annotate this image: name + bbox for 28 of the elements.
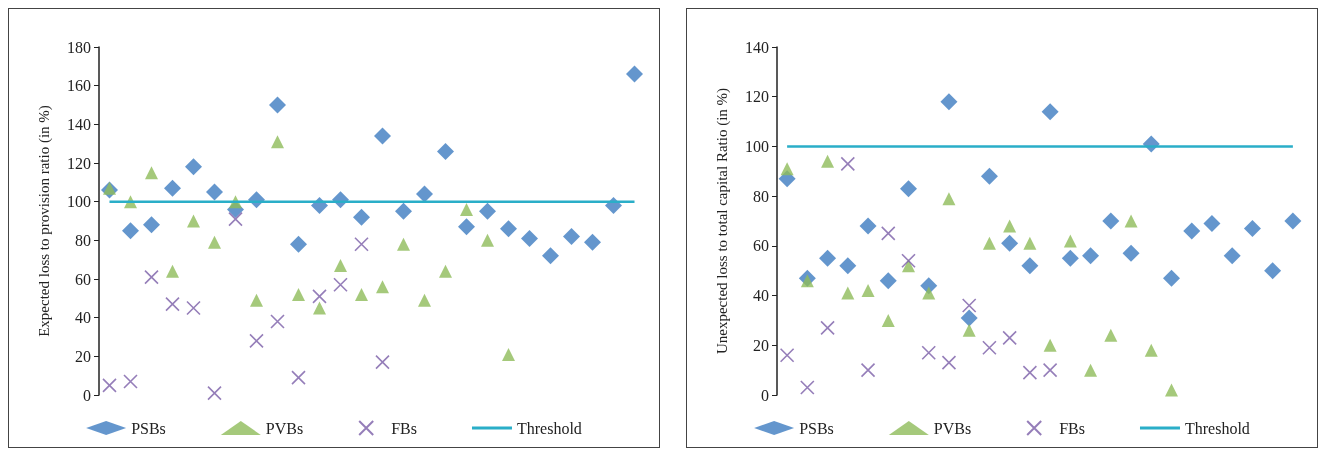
y-tick-label: 20	[753, 336, 769, 354]
y-tick-label: 40	[753, 287, 769, 305]
y-axis-title: Unexpected loss to total capital Ratio (in %)	[714, 87, 731, 355]
y-tick-label: 180	[67, 38, 91, 56]
y-tick-label: 140	[67, 115, 91, 133]
legend-label: PSBs	[799, 419, 834, 437]
y-tick-label: 40	[75, 309, 91, 327]
y-tick-label: 0	[761, 386, 769, 404]
y-tick-label: 20	[75, 347, 91, 365]
y-tick-label: 80	[753, 187, 769, 205]
y-tick-label: 140	[745, 38, 769, 56]
y-tick-label: 60	[753, 237, 769, 255]
y-tick-label: 160	[67, 77, 91, 95]
y-tick-label: 120	[745, 88, 769, 106]
legend-label: Threshold	[1184, 419, 1250, 437]
y-tick-label: 120	[67, 154, 91, 172]
legend-label: FBs	[1059, 419, 1085, 437]
y-tick-label: 80	[75, 231, 91, 249]
legend-label: Threshold	[516, 419, 582, 437]
y-tick-label: 0	[83, 386, 91, 404]
legend-label: FBs	[391, 419, 417, 437]
y-tick-label: 60	[75, 270, 91, 288]
legend-label: PVBs	[933, 419, 972, 437]
y-tick-label: 100	[67, 193, 91, 211]
y-axis-title: Expected loss to provision ratio (in %)	[36, 105, 53, 337]
legend-label: PSBs	[131, 419, 166, 437]
legend-label: PVBs	[265, 419, 304, 437]
y-tick-label: 100	[745, 137, 769, 155]
